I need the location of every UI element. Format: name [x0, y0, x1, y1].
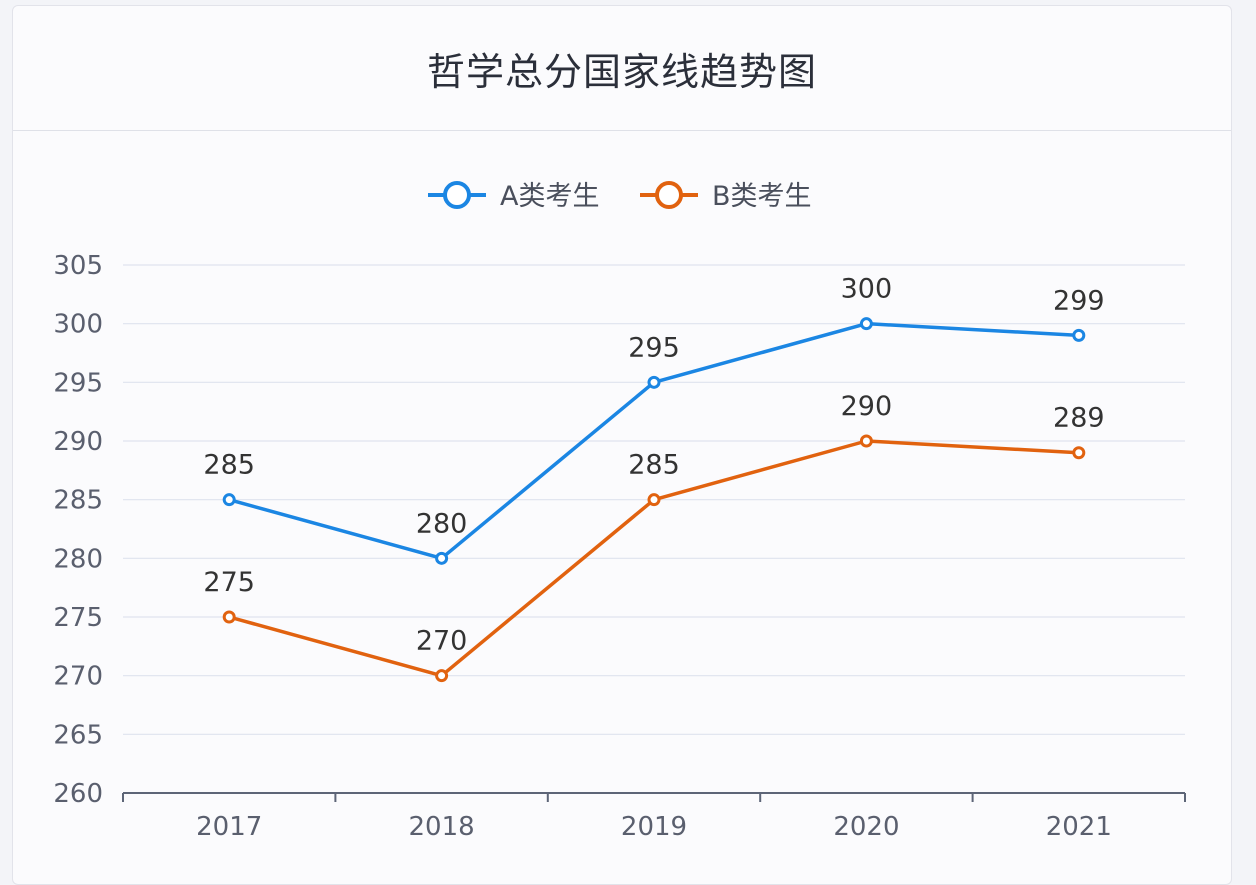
chart-header: 哲学总分国家线趋势图: [13, 6, 1231, 131]
series-b-point: [1072, 446, 1086, 460]
y-tick-label: 265: [53, 720, 103, 750]
series-a-point: [222, 493, 236, 507]
y-tick-label: 275: [53, 603, 103, 633]
series-b-point: [435, 669, 449, 683]
series-a-point: [859, 317, 873, 331]
series-b-data-label: 275: [203, 567, 255, 598]
series-a-data-label: 299: [1053, 285, 1105, 316]
series-a-point: [435, 551, 449, 565]
legend-series-a-swatch-marker: [443, 181, 471, 209]
y-tick-label: 270: [53, 662, 103, 692]
y-tick-label: 285: [53, 486, 103, 516]
series-b-data-label: 270: [416, 626, 468, 657]
y-tick-label: 295: [53, 368, 103, 398]
series-a-data-label: 295: [628, 332, 680, 363]
y-tick-label: 280: [53, 544, 103, 574]
series-a-point: [647, 375, 661, 389]
y-tick-label: 305: [53, 251, 103, 281]
legend-series-b-swatch-marker: [655, 181, 683, 209]
y-tick-label: 260: [53, 779, 103, 809]
legend-series-a-label: A类考生: [500, 181, 599, 212]
x-tick-label: 2018: [409, 812, 475, 842]
series-b-point: [222, 610, 236, 624]
series-a-data-label: 280: [416, 508, 468, 539]
legend-series-b-label: B类考生: [712, 181, 812, 212]
series-b-data-label: 290: [841, 391, 893, 422]
series-b-data-label: 285: [628, 450, 680, 481]
series-a-data-label: 285: [203, 450, 255, 481]
series-b-point: [647, 493, 661, 507]
x-tick-label: 2019: [621, 812, 687, 842]
series-b-data-label: 289: [1053, 403, 1105, 434]
series-a-point: [1072, 328, 1086, 342]
series-a-data-label: 300: [841, 274, 893, 305]
chart-card: 哲学总分国家线趋势图: [12, 5, 1232, 885]
x-tick-label: 2021: [1046, 812, 1112, 842]
x-tick-label: 2020: [833, 812, 899, 842]
y-tick-label: 300: [53, 310, 103, 340]
y-tick-label: 290: [53, 427, 103, 457]
x-tick-label: 2017: [196, 812, 262, 842]
series-b-point: [859, 434, 873, 448]
chart-title: 哲学总分国家线趋势图: [426, 49, 817, 94]
